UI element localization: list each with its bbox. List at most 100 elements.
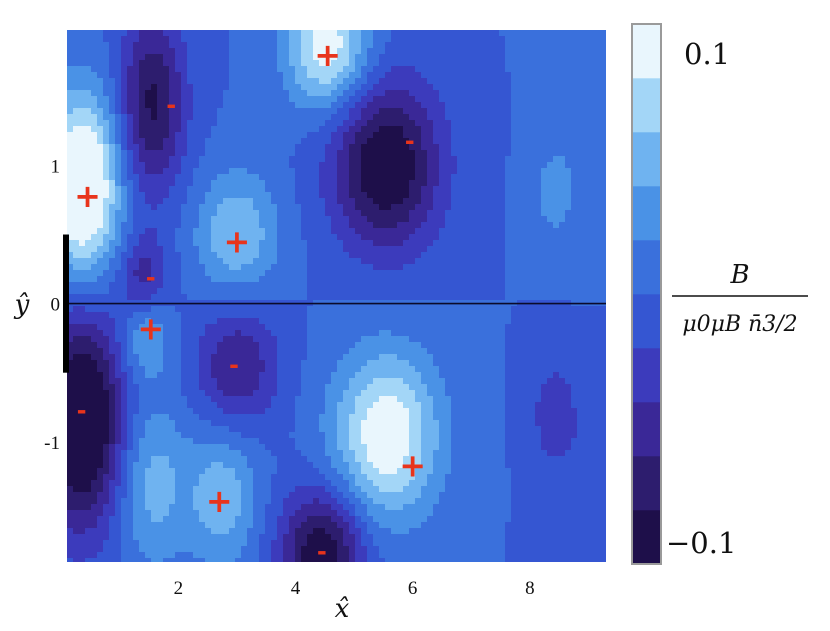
field-cell xyxy=(565,192,572,199)
field-cell xyxy=(493,282,500,289)
field-cell xyxy=(571,240,578,247)
field-cell xyxy=(247,240,254,247)
field-cell xyxy=(313,210,320,217)
field-cell xyxy=(175,264,182,271)
field-cell xyxy=(409,48,416,55)
field-cell xyxy=(229,84,236,91)
field-cell xyxy=(265,78,272,85)
field-cell xyxy=(565,246,572,253)
field-cell xyxy=(133,168,140,175)
field-cell xyxy=(451,234,458,241)
field-cell xyxy=(337,84,344,91)
field-cell xyxy=(241,276,248,283)
field-cell xyxy=(217,240,224,247)
field-cell xyxy=(73,48,80,55)
field-cell xyxy=(121,42,128,49)
field-cell xyxy=(265,246,272,253)
field-cell xyxy=(571,126,578,133)
field-cell xyxy=(505,270,512,277)
field-cell xyxy=(199,54,206,61)
field-cell xyxy=(325,108,332,115)
field-cell xyxy=(193,108,200,115)
field-cell xyxy=(103,54,110,61)
field-cell xyxy=(583,240,590,247)
field-cell xyxy=(193,162,200,169)
field-cell xyxy=(283,360,290,367)
field-cell xyxy=(397,330,404,337)
field-cell xyxy=(475,216,482,223)
field-cell xyxy=(475,318,482,325)
field-cell xyxy=(97,318,104,325)
field-cell xyxy=(427,72,434,79)
field-cell xyxy=(349,186,356,193)
field-cell xyxy=(217,288,224,295)
field-cell xyxy=(577,54,584,61)
field-cell xyxy=(481,354,488,361)
field-cell xyxy=(301,72,308,79)
field-cell xyxy=(241,264,248,271)
field-cell xyxy=(253,282,260,289)
field-cell xyxy=(283,102,290,109)
field-cell xyxy=(229,168,236,175)
field-cell xyxy=(181,294,188,301)
field-cell xyxy=(421,162,428,169)
field-cell xyxy=(349,192,356,199)
field-cell xyxy=(97,90,104,97)
field-cell xyxy=(595,198,602,205)
field-cell xyxy=(199,48,206,55)
field-cell xyxy=(373,102,380,109)
field-cell xyxy=(139,150,146,157)
field-cell xyxy=(601,108,606,115)
field-cell xyxy=(301,48,308,55)
field-cell xyxy=(241,150,248,157)
field-cell xyxy=(121,78,128,85)
field-cell xyxy=(523,354,530,361)
field-cell xyxy=(337,66,344,73)
field-cell xyxy=(229,174,236,181)
field-cell xyxy=(451,156,458,163)
field-cell xyxy=(583,210,590,217)
field-cell xyxy=(283,228,290,235)
field-cell xyxy=(67,264,74,271)
field-cell xyxy=(169,252,176,259)
field-cell xyxy=(559,276,566,283)
field-cell xyxy=(79,132,86,139)
field-cell xyxy=(109,342,116,349)
field-cell xyxy=(199,360,206,367)
field-cell xyxy=(115,324,122,331)
field-cell xyxy=(445,168,452,175)
field-cell xyxy=(307,330,314,337)
field-cell xyxy=(67,54,74,61)
field-cell xyxy=(265,162,272,169)
field-cell xyxy=(553,294,560,301)
field-cell xyxy=(229,282,236,289)
field-cell xyxy=(511,252,518,259)
field-cell xyxy=(499,210,506,217)
field-cell xyxy=(73,150,80,157)
field-cell xyxy=(577,132,584,139)
field-cell xyxy=(277,132,284,139)
field-cell xyxy=(391,324,398,331)
field-cell xyxy=(415,174,422,181)
field-cell xyxy=(277,174,284,181)
field-cell xyxy=(241,48,248,55)
field-cell xyxy=(145,66,152,73)
field-cell xyxy=(349,276,356,283)
field-cell xyxy=(601,276,606,283)
field-cell xyxy=(247,108,254,115)
field-cell xyxy=(325,312,332,319)
field-cell xyxy=(475,234,482,241)
field-cell xyxy=(367,234,374,241)
field-cell xyxy=(151,30,158,37)
field-cell xyxy=(367,294,374,301)
field-cell xyxy=(127,312,134,319)
field-cell xyxy=(67,138,74,145)
field-cell xyxy=(565,306,572,313)
field-cell xyxy=(97,186,104,193)
field-cell xyxy=(103,66,110,73)
field-cell xyxy=(313,342,320,349)
field-cell xyxy=(583,342,590,349)
field-cell xyxy=(583,42,590,49)
field-cell xyxy=(541,102,548,109)
field-cell xyxy=(595,324,602,331)
